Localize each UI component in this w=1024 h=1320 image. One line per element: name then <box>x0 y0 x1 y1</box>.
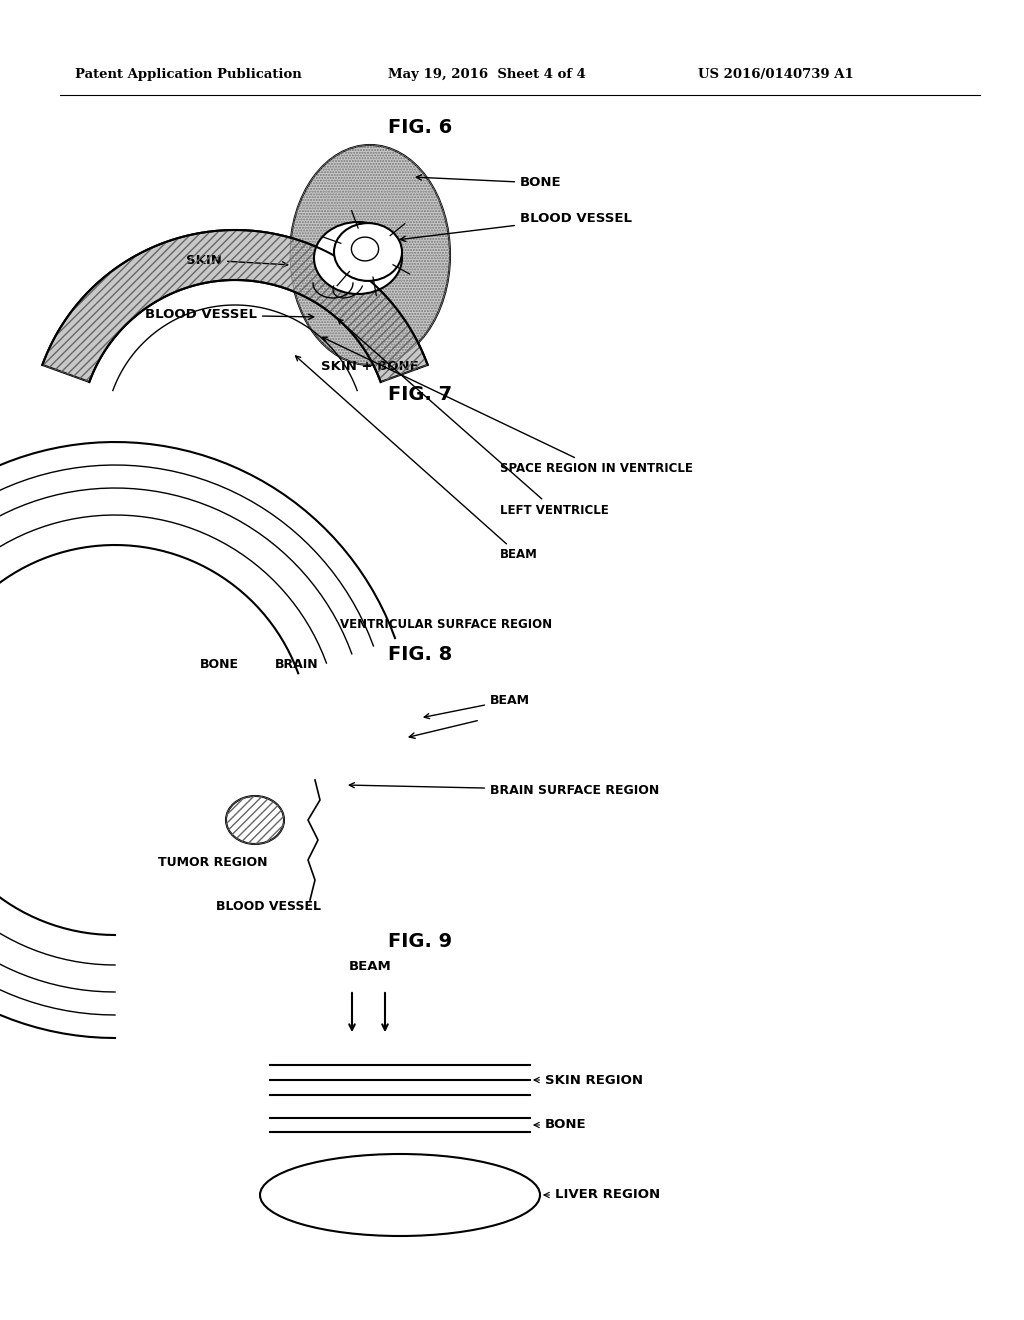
Text: SKIN + BONE: SKIN + BONE <box>322 360 419 374</box>
Text: BLOOD VESSEL: BLOOD VESSEL <box>145 309 313 322</box>
Text: BLOOD VESSEL: BLOOD VESSEL <box>215 900 321 913</box>
Text: FIG. 8: FIG. 8 <box>388 645 453 664</box>
Text: BEAM: BEAM <box>296 356 538 561</box>
Text: BONE: BONE <box>535 1118 587 1131</box>
Text: May 19, 2016  Sheet 4 of 4: May 19, 2016 Sheet 4 of 4 <box>388 69 586 81</box>
Ellipse shape <box>314 222 402 294</box>
Text: TUMOR REGION: TUMOR REGION <box>158 855 267 869</box>
Text: BLOOD VESSEL: BLOOD VESSEL <box>400 211 632 242</box>
Text: FIG. 9: FIG. 9 <box>388 932 452 950</box>
Text: SPACE REGION IN VENTRICLE: SPACE REGION IN VENTRICLE <box>323 337 693 474</box>
Text: VENTRICULAR SURFACE REGION: VENTRICULAR SURFACE REGION <box>340 618 552 631</box>
Text: BEAM: BEAM <box>424 693 530 718</box>
Text: Patent Application Publication: Patent Application Publication <box>75 69 302 81</box>
Text: BRAIN SURFACE REGION: BRAIN SURFACE REGION <box>349 783 659 796</box>
Ellipse shape <box>260 1154 540 1236</box>
Text: LEFT VENTRICLE: LEFT VENTRICLE <box>338 319 608 516</box>
Text: US 2016/0140739 A1: US 2016/0140739 A1 <box>698 69 854 81</box>
Text: BRAIN: BRAIN <box>275 657 318 671</box>
Text: BEAM: BEAM <box>348 960 391 973</box>
Ellipse shape <box>290 145 450 366</box>
Polygon shape <box>42 230 428 381</box>
Text: LIVER REGION: LIVER REGION <box>544 1188 660 1201</box>
Text: SKIN REGION: SKIN REGION <box>535 1073 643 1086</box>
Text: SKIN: SKIN <box>186 253 288 267</box>
Text: BONE: BONE <box>200 657 239 671</box>
Text: FIG. 6: FIG. 6 <box>388 117 453 137</box>
Ellipse shape <box>351 238 379 261</box>
Text: FIG. 7: FIG. 7 <box>388 385 452 404</box>
Ellipse shape <box>334 223 402 281</box>
Ellipse shape <box>226 796 284 843</box>
Text: BONE: BONE <box>417 174 561 190</box>
